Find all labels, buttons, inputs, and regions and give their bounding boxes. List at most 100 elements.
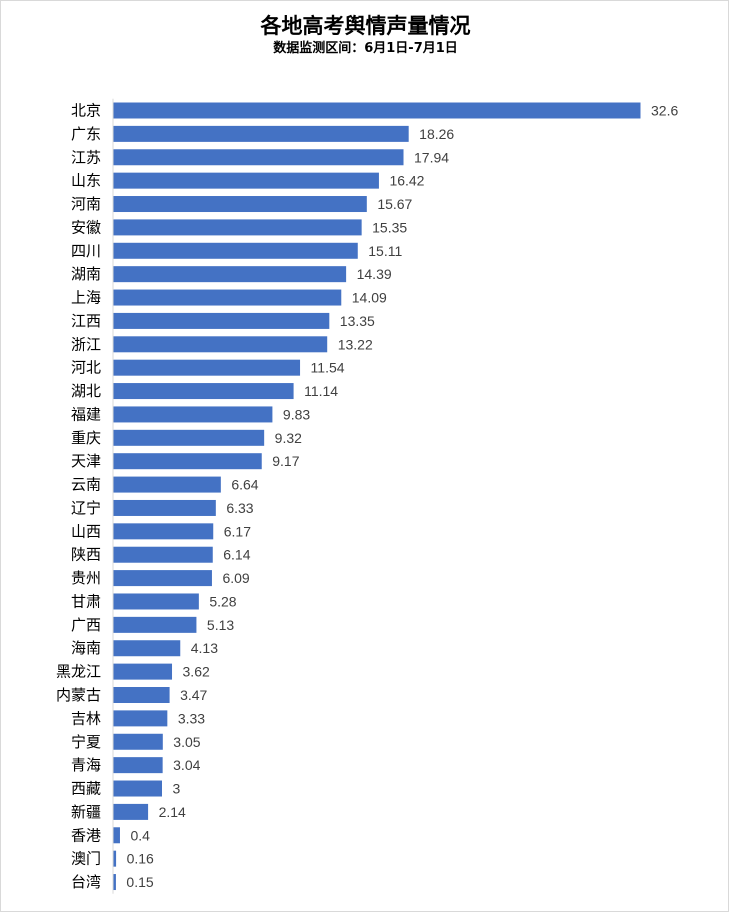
bar bbox=[113, 149, 404, 166]
category-label: 安徽 bbox=[71, 218, 101, 236]
category-label: 澳门 bbox=[71, 850, 101, 868]
category-label: 河北 bbox=[71, 359, 101, 377]
data-label: 3.05 bbox=[173, 734, 200, 750]
data-label: 0.15 bbox=[126, 874, 153, 890]
data-label: 11.54 bbox=[311, 360, 345, 376]
bar bbox=[113, 242, 358, 259]
category-label: 吉林 bbox=[71, 709, 101, 727]
data-label: 5.13 bbox=[207, 617, 234, 633]
category-label: 广东 bbox=[71, 125, 101, 143]
data-label: 14.09 bbox=[352, 290, 387, 306]
data-label: 9.83 bbox=[283, 406, 310, 422]
category-label: 重庆 bbox=[71, 429, 101, 447]
category-label: 浙江 bbox=[71, 335, 101, 353]
category-label: 湖南 bbox=[71, 265, 101, 283]
bar bbox=[113, 687, 170, 703]
data-label: 13.35 bbox=[340, 313, 375, 329]
category-label: 湖北 bbox=[71, 382, 101, 400]
bar bbox=[113, 312, 330, 329]
bar bbox=[113, 546, 213, 563]
chart-subtitle: 数据监测区间：6月1日-7月1日 bbox=[273, 41, 458, 56]
bar bbox=[113, 266, 347, 283]
bar bbox=[113, 383, 294, 400]
bar bbox=[113, 125, 409, 142]
category-label: 辽宁 bbox=[71, 499, 101, 517]
data-label: 6.33 bbox=[226, 500, 253, 516]
data-label: 3.47 bbox=[180, 687, 207, 703]
bar bbox=[113, 196, 367, 213]
data-label: 5.28 bbox=[209, 593, 236, 609]
category-label: 广西 bbox=[71, 616, 101, 634]
category-label: 山东 bbox=[71, 172, 101, 190]
category-label: 上海 bbox=[71, 289, 101, 307]
data-label: 15.67 bbox=[377, 196, 412, 212]
category-label: 河南 bbox=[71, 195, 101, 213]
bar bbox=[113, 803, 149, 820]
category-label: 内蒙古 bbox=[56, 686, 101, 704]
data-label: 16.42 bbox=[389, 173, 424, 189]
category-label: 山西 bbox=[71, 522, 101, 540]
bar bbox=[113, 616, 197, 633]
bar bbox=[113, 570, 212, 587]
bar bbox=[113, 429, 265, 446]
bar bbox=[113, 219, 362, 236]
category-label: 宁夏 bbox=[71, 733, 101, 751]
data-label: 17.94 bbox=[414, 149, 449, 165]
bar bbox=[113, 172, 379, 189]
data-label: 15.11 bbox=[368, 243, 402, 259]
data-label: 0.4 bbox=[130, 827, 150, 843]
bar bbox=[113, 640, 181, 657]
category-label: 新疆 bbox=[71, 803, 101, 821]
data-label: 13.22 bbox=[338, 336, 373, 352]
data-label: 6.14 bbox=[223, 547, 250, 563]
data-label: 6.17 bbox=[224, 523, 251, 539]
category-label: 台湾 bbox=[71, 873, 101, 891]
bar bbox=[113, 453, 262, 470]
bar bbox=[113, 874, 116, 891]
chart-title: 各地高考舆情声量情况 bbox=[260, 14, 471, 38]
bar bbox=[113, 593, 199, 610]
category-label: 西藏 bbox=[71, 780, 101, 798]
bar bbox=[113, 663, 173, 680]
bar bbox=[113, 850, 117, 867]
bar bbox=[113, 780, 162, 797]
data-label: 3.62 bbox=[183, 664, 210, 680]
category-label: 香港 bbox=[71, 826, 101, 844]
bar bbox=[113, 336, 328, 353]
category-label: 江苏 bbox=[71, 148, 101, 166]
bar bbox=[113, 499, 216, 516]
data-label: 2.14 bbox=[159, 804, 186, 820]
category-label: 江西 bbox=[71, 312, 101, 330]
category-label: 黑龙江 bbox=[56, 663, 101, 681]
data-label: 15.35 bbox=[372, 219, 407, 235]
data-label: 6.09 bbox=[222, 570, 249, 586]
bar bbox=[113, 523, 214, 540]
category-label: 甘肃 bbox=[71, 592, 101, 610]
bar bbox=[113, 102, 641, 119]
data-label: 9.32 bbox=[275, 430, 302, 446]
category-label: 海南 bbox=[71, 639, 101, 657]
data-label: 3 bbox=[172, 781, 180, 797]
bar bbox=[113, 359, 301, 376]
bar bbox=[113, 289, 342, 306]
bar bbox=[113, 476, 221, 493]
data-label: 32.6 bbox=[651, 103, 678, 119]
bar bbox=[113, 733, 163, 750]
data-label: 18.26 bbox=[419, 126, 454, 142]
bar bbox=[113, 710, 168, 727]
data-label: 9.17 bbox=[272, 453, 299, 469]
bar bbox=[113, 757, 163, 774]
category-label: 北京 bbox=[71, 102, 101, 120]
bar bbox=[113, 406, 273, 423]
category-label: 云南 bbox=[71, 476, 101, 494]
category-label: 四川 bbox=[71, 242, 101, 260]
category-label: 福建 bbox=[71, 405, 101, 423]
category-label: 贵州 bbox=[71, 569, 101, 587]
category-label: 天津 bbox=[71, 452, 101, 470]
data-label: 11.14 bbox=[304, 383, 338, 399]
data-label: 0.16 bbox=[127, 851, 154, 867]
data-label: 6.64 bbox=[231, 477, 258, 493]
category-label: 陕西 bbox=[71, 546, 101, 564]
category-label: 青海 bbox=[71, 756, 101, 774]
